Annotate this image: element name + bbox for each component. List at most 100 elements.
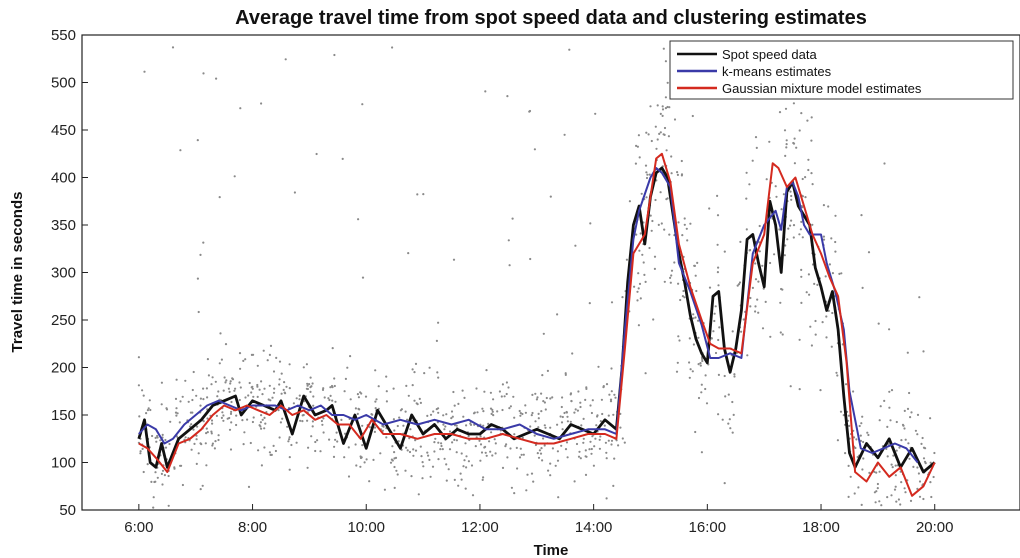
scatter-point bbox=[230, 410, 233, 413]
scatter-point bbox=[733, 375, 736, 378]
scatter-point bbox=[664, 96, 668, 99]
scatter-point bbox=[778, 111, 782, 114]
scatter-point bbox=[579, 401, 582, 404]
scatter-point bbox=[249, 441, 252, 445]
scatter-point bbox=[308, 383, 311, 386]
scatter-point bbox=[716, 243, 719, 246]
chart-title: Average travel time from spot speed data… bbox=[235, 7, 867, 29]
scatter-point bbox=[793, 137, 796, 140]
scatter-point bbox=[878, 419, 881, 422]
scatter-point bbox=[883, 162, 886, 165]
scatter-point bbox=[220, 416, 223, 419]
scatter-point bbox=[534, 392, 537, 395]
scatter-point bbox=[695, 289, 698, 293]
scatter-point bbox=[647, 133, 650, 136]
scatter-point bbox=[665, 198, 668, 201]
scatter-point bbox=[161, 483, 164, 486]
scatter-point bbox=[413, 399, 416, 402]
scatter-point bbox=[683, 217, 686, 220]
scatter-point bbox=[605, 457, 608, 460]
scatter-point bbox=[654, 198, 657, 202]
scatter-point bbox=[283, 391, 286, 394]
scatter-point bbox=[811, 183, 814, 186]
scatter-point bbox=[705, 402, 709, 405]
scatter-point bbox=[288, 456, 291, 459]
scatter-point bbox=[717, 266, 720, 269]
scatter-point bbox=[563, 411, 566, 415]
scatter-point bbox=[250, 386, 253, 389]
scatter-point bbox=[637, 287, 640, 290]
scatter-point bbox=[754, 262, 757, 265]
scatter-point bbox=[556, 423, 559, 426]
scatter-point bbox=[822, 238, 826, 241]
scatter-point bbox=[757, 311, 760, 314]
scatter-point bbox=[175, 378, 178, 381]
scatter-point bbox=[578, 450, 581, 453]
scatter-point bbox=[206, 396, 209, 399]
scatter-point bbox=[406, 449, 409, 452]
scatter-point bbox=[916, 487, 919, 490]
scatter-point bbox=[648, 173, 651, 176]
scatter-point bbox=[222, 389, 225, 392]
scatter-point bbox=[716, 194, 719, 197]
scatter-point bbox=[599, 435, 602, 438]
scatter-point bbox=[306, 382, 309, 385]
scatter-point bbox=[638, 282, 642, 285]
scatter-point bbox=[649, 105, 652, 108]
scatter-point bbox=[637, 272, 640, 275]
scatter-point bbox=[883, 399, 886, 402]
scatter-point bbox=[681, 234, 684, 237]
scatter-point bbox=[234, 387, 237, 390]
scatter-point bbox=[798, 388, 801, 391]
x-tick-label: 20:00 bbox=[916, 519, 954, 536]
scatter-point bbox=[500, 395, 503, 398]
scatter-point bbox=[385, 375, 388, 378]
scatter-point bbox=[785, 143, 788, 146]
scatter-point bbox=[263, 416, 266, 419]
scatter-point bbox=[574, 408, 577, 411]
scatter-point bbox=[335, 431, 338, 434]
scatter-point bbox=[908, 391, 911, 395]
scatter-point bbox=[800, 268, 803, 271]
scatter-point bbox=[551, 447, 555, 450]
scatter-point bbox=[459, 472, 462, 475]
scatter-point bbox=[507, 386, 510, 389]
scatter-point bbox=[224, 381, 227, 384]
scatter-point bbox=[652, 318, 655, 321]
scatter-point bbox=[295, 441, 298, 444]
x-tick-label: 18:00 bbox=[802, 519, 840, 536]
scatter-point bbox=[890, 494, 893, 497]
scatter-point bbox=[521, 412, 524, 416]
scatter-point bbox=[737, 283, 741, 286]
scatter-point bbox=[701, 357, 704, 360]
scatter-point bbox=[784, 107, 788, 110]
scatter-point bbox=[260, 102, 263, 105]
scatter-point bbox=[272, 444, 275, 447]
scatter-point bbox=[891, 466, 894, 469]
scatter-point bbox=[332, 455, 336, 458]
scatter-point bbox=[577, 455, 581, 458]
scatter-point bbox=[731, 330, 734, 333]
scatter-point bbox=[839, 410, 843, 413]
scatter-point bbox=[225, 379, 228, 382]
scatter-point bbox=[721, 418, 724, 421]
scatter-point bbox=[361, 276, 365, 279]
scatter-point bbox=[372, 458, 375, 461]
scatter-point bbox=[868, 471, 871, 474]
legend-label-kmeans: k-means estimates bbox=[722, 64, 832, 79]
scatter-point bbox=[779, 301, 782, 304]
scatter-point bbox=[309, 376, 312, 379]
scatter-point bbox=[243, 431, 246, 434]
scatter-point bbox=[484, 445, 487, 448]
scatter-point bbox=[556, 459, 560, 462]
scatter-point bbox=[789, 224, 792, 227]
scatter-point bbox=[501, 466, 505, 469]
legend-label-gmm: Gaussian mixture model estimates bbox=[722, 81, 922, 96]
scatter-point bbox=[929, 481, 932, 484]
scatter-point bbox=[147, 407, 150, 410]
scatter-point bbox=[653, 267, 657, 270]
scatter-point bbox=[609, 400, 613, 403]
scatter-point bbox=[909, 416, 912, 419]
scatter-point bbox=[398, 416, 401, 419]
scatter-point bbox=[290, 443, 293, 447]
